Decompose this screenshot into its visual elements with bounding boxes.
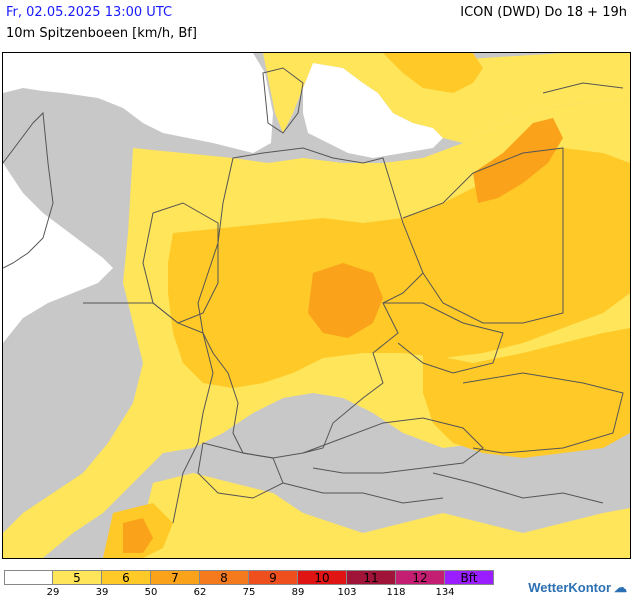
legend-tick-6: 103: [337, 587, 357, 598]
channel-sea-area: [3, 163, 113, 343]
border-switzerland: [197, 442, 284, 499]
gust-zone-bft7-sw: [123, 518, 153, 553]
legend-swatch-1: 5: [53, 570, 102, 585]
border-germany: [197, 147, 424, 459]
gust-zone-bft5-north: [263, 53, 630, 143]
date-label: Fr, 02.05.2025 13:00 UTC: [6, 5, 173, 20]
map-canvas: [3, 53, 630, 558]
gust-zone-bft5-south: [133, 473, 630, 558]
legend-swatch-0: [4, 570, 53, 585]
border-czechia: [383, 302, 504, 374]
gust-zone-bft6-east: [423, 328, 630, 458]
parameter-label: 10m Spitzenboeen [km/h, Bf]: [6, 26, 197, 41]
border-denmark: [262, 67, 304, 134]
border-poland: [402, 147, 564, 324]
legend-tick-7: 118: [386, 587, 406, 598]
legend-tick-8: 134: [435, 587, 455, 598]
gust-zone-bft7-poland: [473, 118, 563, 203]
gust-zone-bft7-thuringia: [308, 263, 383, 338]
legend-swatch-9: Bft: [445, 570, 494, 585]
country-borders: [3, 67, 624, 524]
legend-swatch-3: 7: [151, 570, 200, 585]
legend-swatch-5: 9: [249, 570, 298, 585]
border-benelux: [142, 202, 219, 324]
gust-zone-bft6-north: [383, 53, 483, 93]
legend-tick-0: 29: [46, 587, 60, 598]
logo-text: WetterKontor: [528, 580, 611, 595]
color-legend: 5 6 7 8 9 10 11 12 Bft: [4, 570, 494, 585]
north-sea-area: [3, 53, 273, 153]
legend-swatch-4: 8: [200, 570, 249, 585]
baltic-sea-area: [303, 63, 443, 158]
border-austria: [302, 417, 484, 474]
legend-swatch-6: 10: [298, 570, 347, 585]
legend-tick-1: 39: [95, 587, 109, 598]
legend-swatch-7: 11: [347, 570, 396, 585]
legend-swatch-8: 12: [396, 570, 445, 585]
legend-tick-2: 50: [144, 587, 158, 598]
border-italy: [282, 482, 444, 504]
legend-swatch-2: 6: [102, 570, 151, 585]
border-lithuania: [542, 82, 624, 94]
border-france: [83, 302, 214, 524]
weather-icon: ☁: [614, 580, 627, 595]
border-slovenia-croatia: [432, 472, 604, 504]
legend-tick-labels: 29 39 50 62 75 89 103 118 134: [4, 587, 504, 599]
wind-gust-map: [2, 52, 631, 559]
border-hungary-slovakia: [462, 372, 624, 454]
uk-coast: [3, 111, 54, 269]
legend-tick-4: 75: [242, 587, 256, 598]
model-run-label: ICON (DWD) Do 18 + 19h: [460, 5, 627, 20]
wetterkontor-logo: WetterKontor ☁: [528, 580, 627, 596]
legend-tick-5: 89: [291, 587, 305, 598]
gust-zone-bft6-central: [168, 148, 630, 388]
legend-tick-3: 62: [193, 587, 207, 598]
